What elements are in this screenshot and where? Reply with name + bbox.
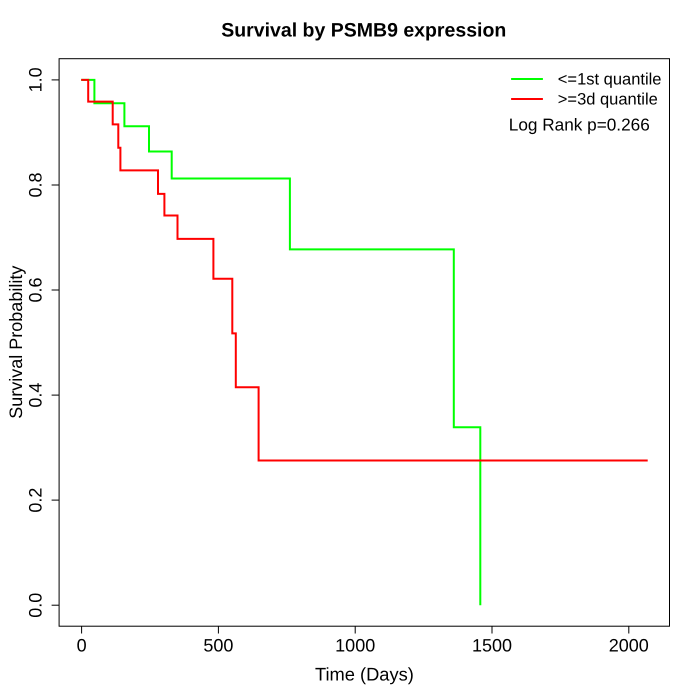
svg-text:0.6: 0.6	[25, 277, 45, 302]
svg-text:0: 0	[77, 635, 87, 655]
svg-text:1000: 1000	[335, 635, 375, 655]
svg-text:0.2: 0.2	[25, 488, 45, 513]
svg-text:>=3d quantile: >=3d quantile	[558, 90, 658, 108]
svg-text:Survival Probability: Survival Probability	[6, 266, 26, 419]
svg-text:<=1st quantile: <=1st quantile	[558, 70, 662, 88]
svg-text:2000: 2000	[609, 635, 649, 655]
svg-text:0.8: 0.8	[25, 172, 45, 197]
svg-text:Survival by PSMB9 expression: Survival by PSMB9 expression	[221, 20, 506, 42]
svg-text:0.0: 0.0	[25, 593, 45, 618]
svg-text:Time (Days): Time (Days)	[315, 663, 414, 684]
svg-text:Log Rank p=0.266: Log Rank p=0.266	[509, 115, 650, 135]
svg-text:1500: 1500	[472, 635, 512, 655]
svg-text:0.4: 0.4	[25, 383, 45, 408]
svg-text:500: 500	[203, 635, 233, 655]
svg-text:1.0: 1.0	[25, 67, 45, 92]
